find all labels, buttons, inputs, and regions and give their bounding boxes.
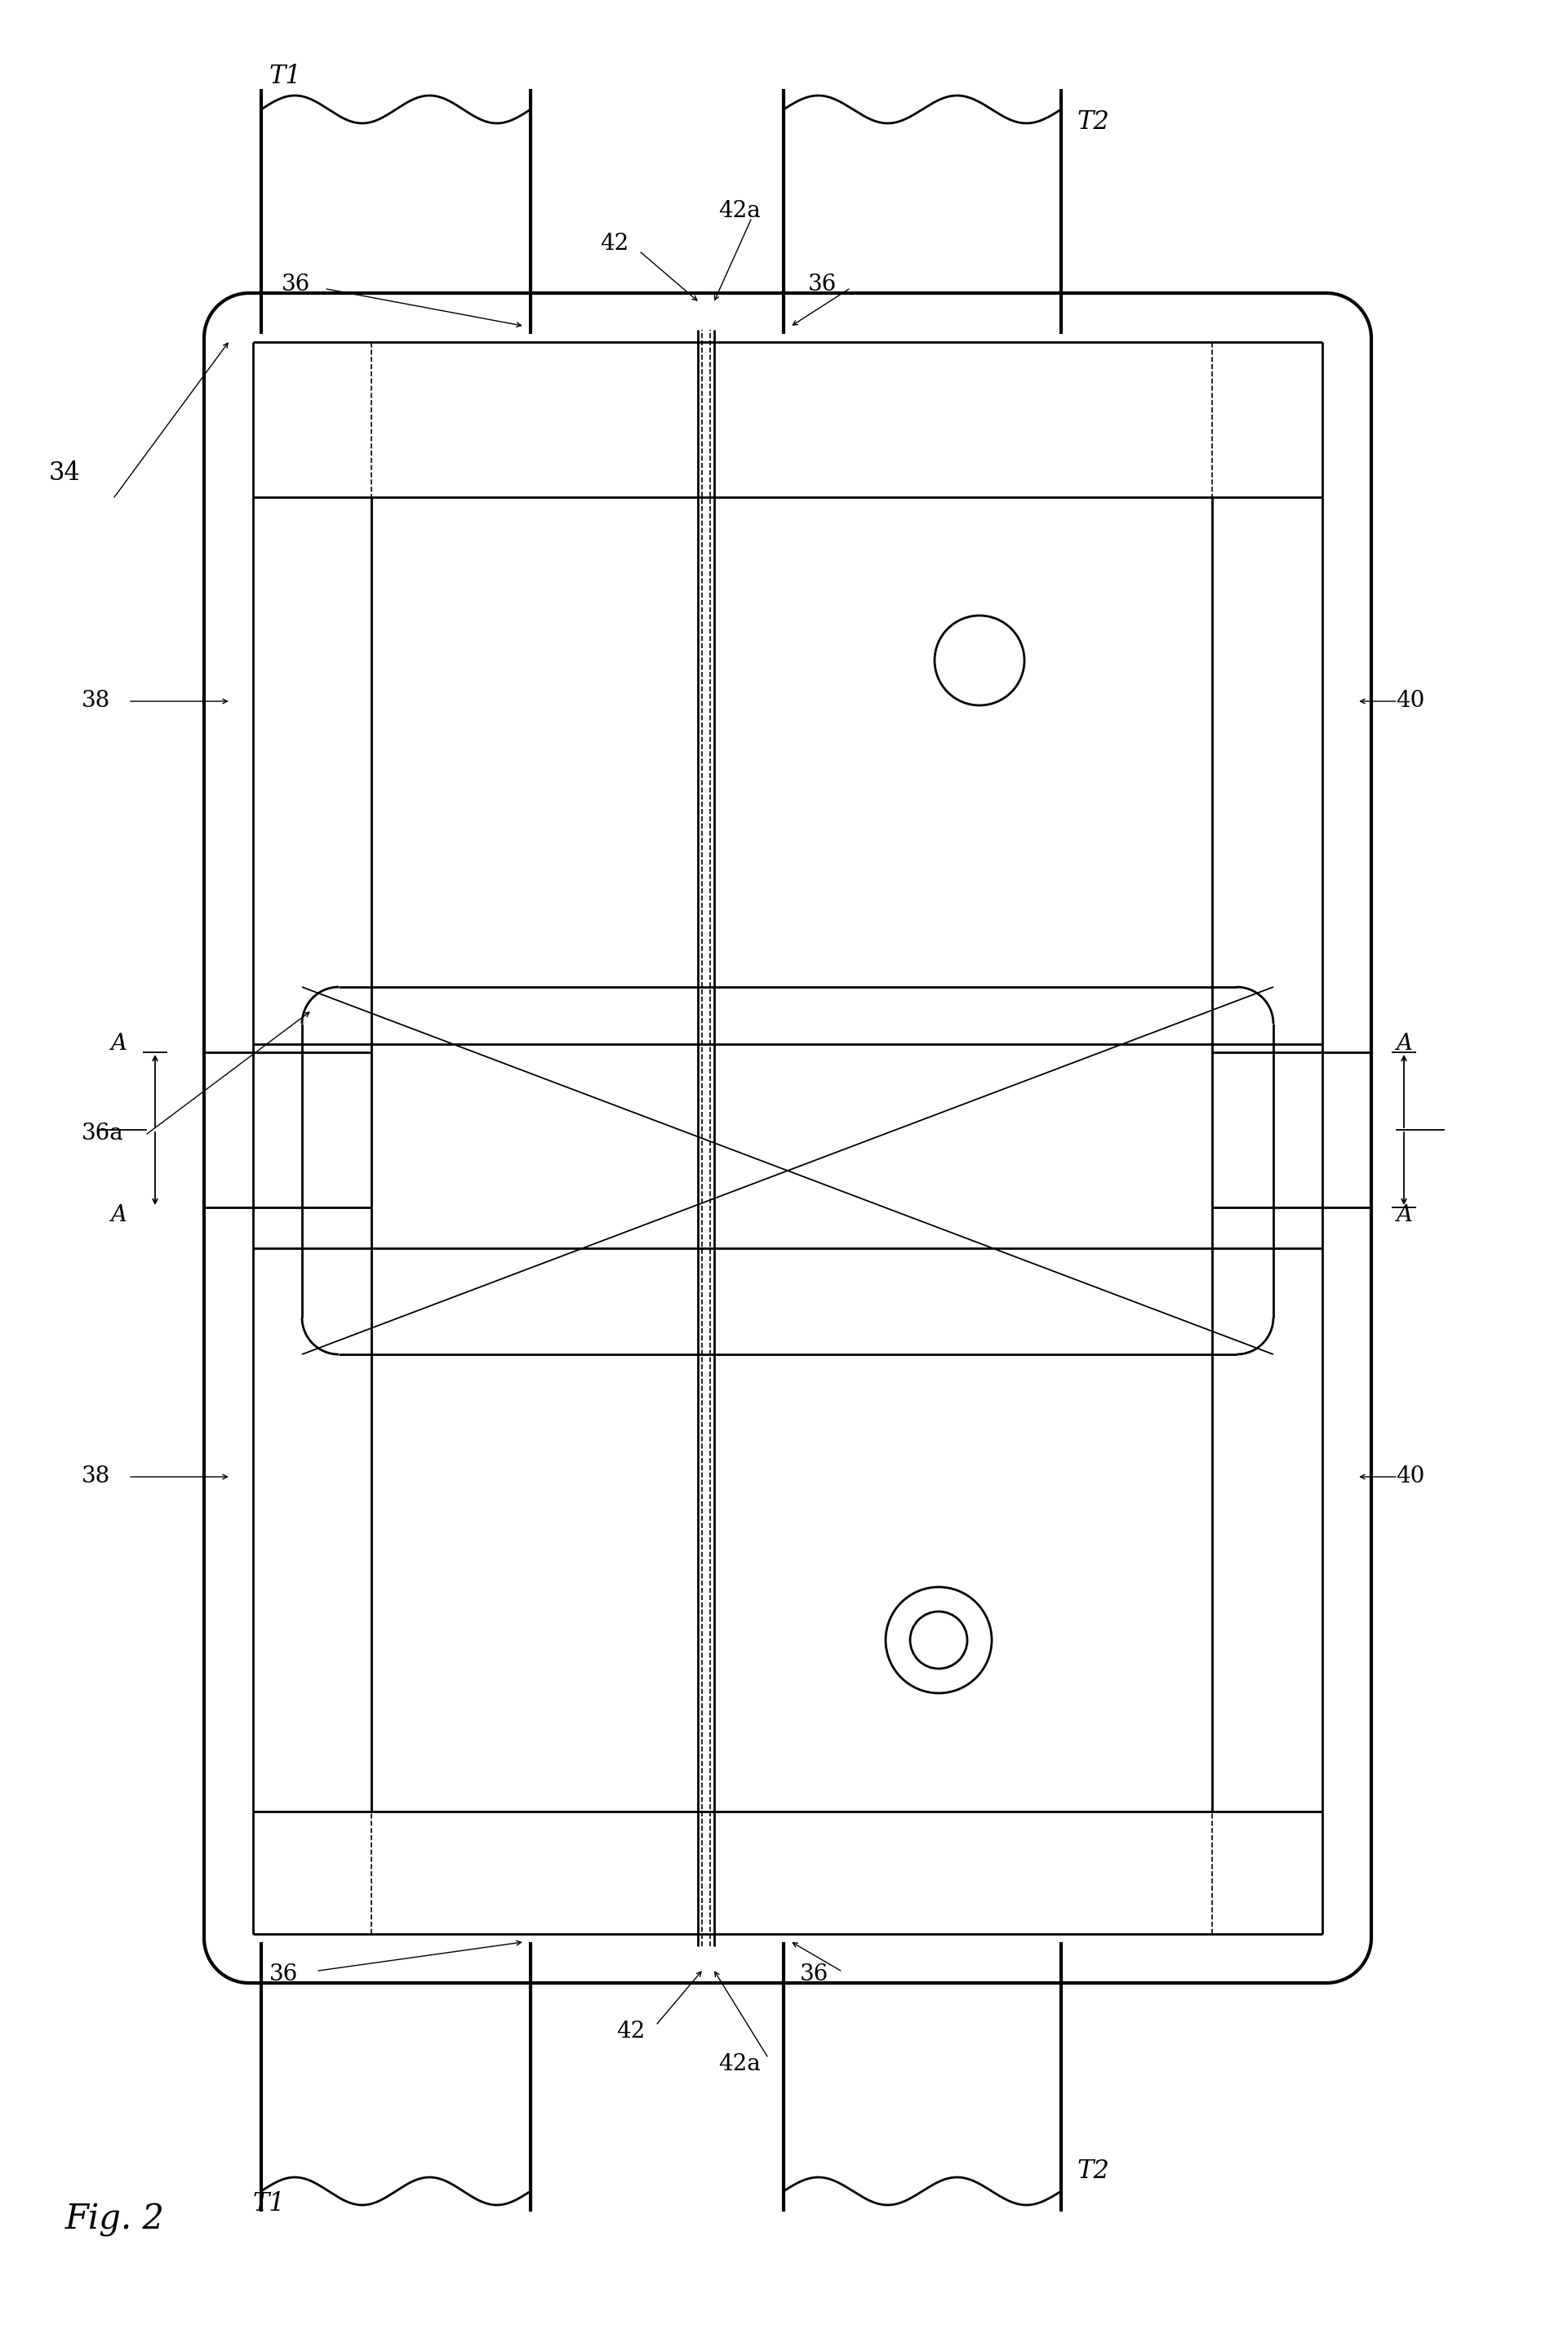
- Text: 42a: 42a: [718, 201, 760, 222]
- Text: 38: 38: [82, 691, 110, 712]
- Text: A: A: [1396, 1034, 1413, 1055]
- Text: T2: T2: [1077, 2159, 1110, 2182]
- Text: Fig. 2: Fig. 2: [66, 2203, 165, 2236]
- Text: 40: 40: [1396, 691, 1425, 712]
- Text: 40: 40: [1396, 1466, 1425, 1487]
- Text: A: A: [1396, 1204, 1413, 1228]
- Text: 36a: 36a: [82, 1123, 124, 1146]
- Text: A: A: [110, 1034, 127, 1055]
- Text: 36: 36: [270, 1963, 298, 1986]
- Text: 42: 42: [616, 2021, 644, 2042]
- Text: A: A: [110, 1204, 127, 1228]
- Text: T1: T1: [270, 63, 301, 89]
- Text: 42a: 42a: [718, 2054, 760, 2075]
- Text: 42: 42: [601, 233, 629, 254]
- Text: T2: T2: [1077, 110, 1110, 135]
- Text: 36: 36: [800, 1963, 829, 1986]
- Text: 38: 38: [82, 1466, 110, 1487]
- Text: 36: 36: [282, 273, 310, 296]
- Text: 34: 34: [49, 460, 80, 485]
- Text: 36: 36: [808, 273, 837, 296]
- Text: T1: T1: [252, 2192, 285, 2215]
